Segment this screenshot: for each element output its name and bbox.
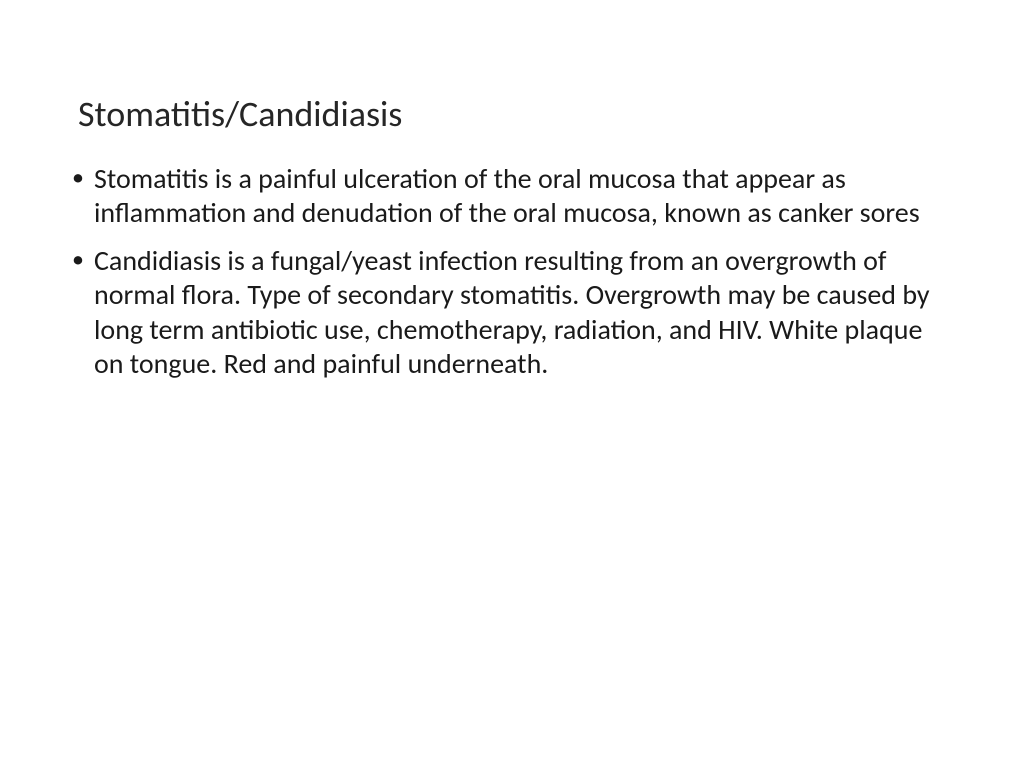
slide-title: Stomatitis/Candidiasis — [78, 92, 952, 136]
bullet-item: Candidiasis is a fungal/yeast infection … — [72, 244, 952, 381]
bullet-item: Stomatitis is a painful ulceration of th… — [72, 162, 952, 230]
slide: Stomatitis/Candidiasis Stomatitis is a p… — [0, 0, 1024, 768]
bullet-list: Stomatitis is a painful ulceration of th… — [72, 162, 952, 381]
